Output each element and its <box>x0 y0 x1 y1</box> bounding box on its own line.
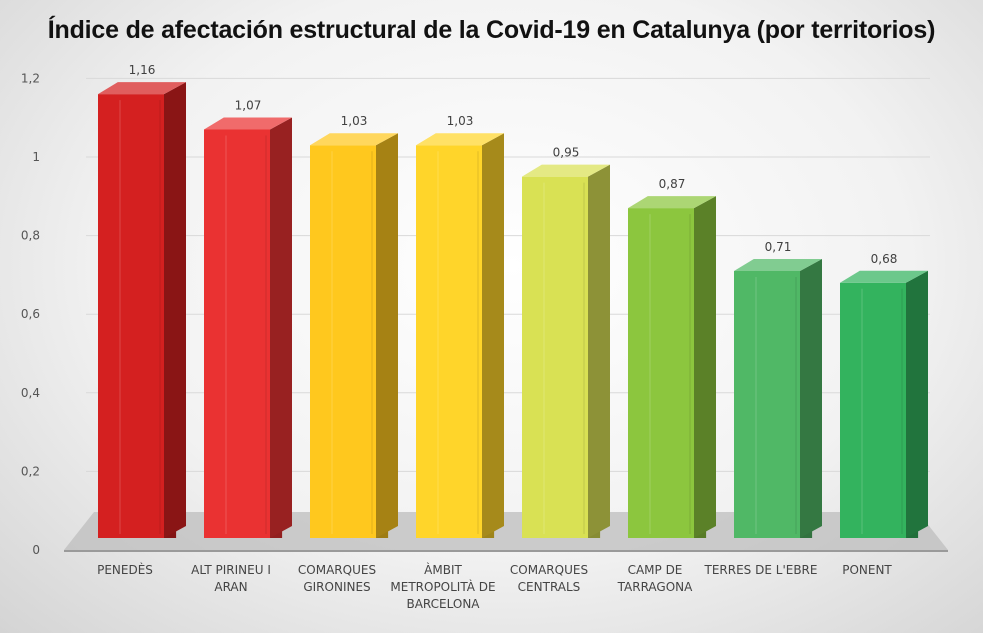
x-tick-label: ALT PIRINEU I <box>191 563 271 577</box>
y-tick-label: 1,2 <box>21 71 40 85</box>
data-label: 1,07 <box>235 98 262 112</box>
bar-depth <box>482 133 504 538</box>
y-tick-label: 0,6 <box>21 307 40 321</box>
bar-depth <box>800 258 822 538</box>
bar <box>98 82 186 539</box>
bar-top <box>204 117 292 130</box>
bar <box>310 133 398 538</box>
bar-top <box>734 258 822 271</box>
y-tick-label: 1 <box>32 150 40 164</box>
data-label: 1,03 <box>341 114 368 128</box>
bar-front <box>416 145 482 538</box>
bar-depth <box>906 270 928 538</box>
x-tick-label: COMARQUES <box>298 563 376 577</box>
x-tick-label: PENEDÈS <box>97 562 153 577</box>
x-tick-label: TERRES DE L'EBRE <box>704 563 818 577</box>
x-tick-label: ÀMBIT <box>424 562 462 577</box>
data-label: 0,68 <box>871 252 898 266</box>
bar-front <box>628 208 694 538</box>
bar-depth <box>164 82 186 539</box>
bar <box>840 270 928 538</box>
data-labels: 1,16 1,07 1,03 1,03 0,95 0,87 0,71 0,68 <box>129 63 898 266</box>
data-label: 1,16 <box>129 63 156 77</box>
bars <box>98 82 928 539</box>
data-label: 0,87 <box>659 177 686 191</box>
bar-front <box>840 282 906 538</box>
y-tick-label: 0,4 <box>21 386 40 400</box>
bar <box>628 196 716 538</box>
bar-depth <box>270 117 292 539</box>
data-label: 0,71 <box>765 240 792 254</box>
x-tick-label: COMARQUES <box>510 563 588 577</box>
bar-front <box>522 176 588 538</box>
x-tick-label: PONENT <box>842 563 892 577</box>
bar-front <box>734 270 800 538</box>
bar <box>204 117 292 539</box>
x-tick-label: BARCELONA <box>406 597 480 611</box>
x-tick-label: METROPOLITÀ DE <box>390 579 495 594</box>
bar-front <box>98 94 164 539</box>
floor-edge <box>64 550 948 552</box>
bar <box>416 133 504 538</box>
x-tick-label: TARRAGONA <box>617 580 694 594</box>
x-tick-label: GIRONINES <box>303 580 370 594</box>
bar-depth <box>694 196 716 538</box>
chart-title: Índice de afectación estructural de la C… <box>47 16 936 44</box>
bar-top <box>840 270 928 283</box>
bar-top <box>416 133 504 146</box>
y-tick-label: 0,8 <box>21 229 40 243</box>
y-tick-label: 0 <box>32 543 40 557</box>
bar-depth <box>376 133 398 538</box>
bar-top <box>628 196 716 209</box>
x-tick-label: CENTRALS <box>518 580 581 594</box>
data-label: 1,03 <box>447 114 474 128</box>
bar-front <box>310 145 376 538</box>
y-axis-ticks: 0 0,2 0,4 0,6 0,8 1 1,2 <box>21 71 40 557</box>
x-tick-label: CAMP DE <box>628 563 683 577</box>
x-tick-label: ARAN <box>214 580 247 594</box>
bar-top <box>310 133 398 146</box>
bar <box>522 164 610 538</box>
category-labels: PENEDÈS ALT PIRINEU I ARAN COMARQUES GIRONIN… <box>97 562 892 611</box>
y-tick-label: 0,2 <box>21 464 40 478</box>
bar-depth <box>588 164 610 538</box>
bar <box>734 258 822 538</box>
bar-top <box>522 164 610 177</box>
bar-top <box>98 82 186 95</box>
bar-front <box>204 129 270 539</box>
data-label: 0,95 <box>553 146 580 160</box>
